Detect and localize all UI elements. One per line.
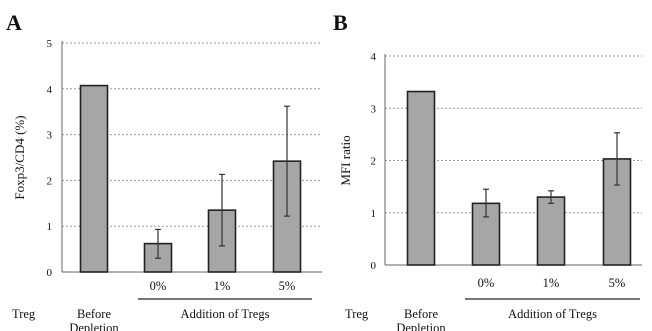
y-tick-label: 3: [371, 103, 377, 115]
chart-panel-a: A 0 1 2 3 4 5 Foxp3/CD4 (%) Before Depletion 0% 1% 5…: [6, 10, 322, 331]
x-tick-label: 1%: [214, 279, 231, 293]
y-tick-label: 0: [47, 267, 53, 279]
panel-label: B: [333, 10, 348, 35]
y-tick-label: 3: [47, 130, 53, 142]
y-tick-label: 4: [371, 51, 377, 63]
chart-panel-b: B 0 1 2 3 4 MFI ratio Before Depletion 0% 1% 5% Treg…: [333, 10, 642, 331]
panel-label: A: [6, 10, 22, 35]
y-tick-label: 2: [47, 175, 53, 187]
y-tick-label: 0: [371, 260, 377, 272]
row-label: Treg: [345, 307, 369, 321]
y-tick-label: 5: [47, 38, 53, 50]
y-axis-title: Foxp3/CD4 (%): [12, 115, 27, 199]
group-label: Addition of Tregs: [508, 307, 597, 321]
y-tick-label: 1: [371, 208, 377, 220]
x-tick-label: 0%: [150, 279, 167, 293]
x-tick-label: 5%: [279, 279, 296, 293]
y-tick-label: 4: [47, 84, 53, 96]
x-tick-label: 0%: [478, 276, 495, 290]
bar: [406, 90, 436, 266]
row-label: Treg: [12, 307, 36, 321]
y-tick-label: 2: [371, 156, 377, 168]
y-tick-label: 1: [47, 221, 53, 233]
bar: [536, 196, 566, 266]
x-tick-label: 5%: [609, 276, 626, 290]
bar: [79, 84, 109, 273]
group-label: Addition of Tregs: [181, 307, 270, 321]
x-tick-label: Before Depletion: [396, 307, 446, 331]
x-tick-label: Before Depletion: [69, 307, 119, 331]
x-tick-label: 1%: [543, 276, 560, 290]
y-axis-title: MFI ratio: [338, 135, 353, 185]
